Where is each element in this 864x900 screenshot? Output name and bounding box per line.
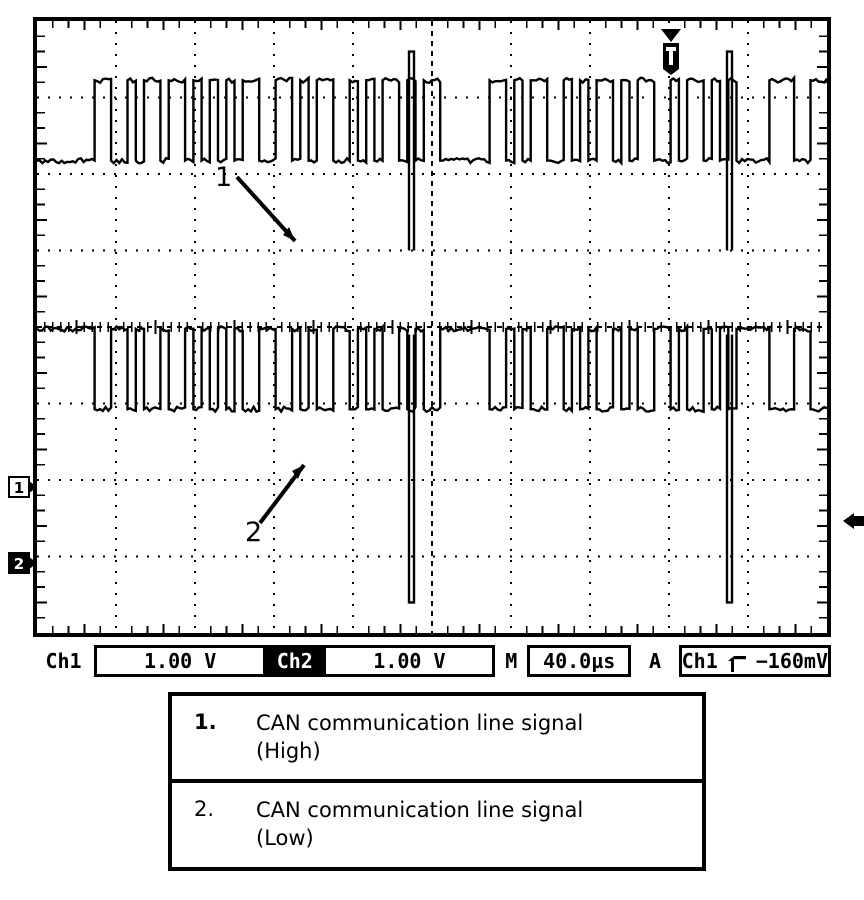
callout-label-2: 2 (245, 517, 263, 548)
status-trigger-level: −160mV (755, 649, 828, 673)
legend-text-1: CAN communication line signal (High) (256, 710, 583, 765)
waveform-traces (37, 50, 827, 604)
status-trigger-source: Ch1 (681, 649, 718, 673)
status-ch1-label[interactable]: Ch1 (45, 649, 82, 673)
status-trigger-group[interactable]: Ch1 −160mV (678, 645, 831, 677)
legend-number-1: 1. (194, 710, 217, 734)
legend-text-2: CAN communication line signal (Low) (256, 797, 583, 852)
ch1-waveform (37, 50, 827, 251)
legend-text-1-line1: CAN communication line signal (256, 711, 584, 735)
legend-row-1: 1. CAN communication line signal (High) (172, 696, 702, 779)
status-ch2-scale[interactable]: 1.00 V (323, 645, 496, 677)
trigger-level-marker[interactable] (843, 511, 864, 531)
figure-legend: 1. CAN communication line signal (High) … (168, 692, 706, 871)
callout-label-1: 1 (215, 162, 233, 193)
oscilloscope-screen: 1 2 (33, 17, 864, 637)
rising-edge-icon (727, 653, 746, 672)
ch1-ground-marker[interactable]: 1 (8, 476, 37, 498)
ch2-waveform (37, 322, 827, 604)
status-ch2-label[interactable]: Ch2 (266, 645, 324, 677)
trigger-position-marker[interactable] (657, 29, 685, 75)
legend-text-2-line1: CAN communication line signal (256, 798, 584, 823)
status-timebase-mode: M (505, 649, 518, 673)
callout-1-leader-line (235, 175, 297, 243)
legend-text-2-line2: (Low) (256, 826, 314, 851)
scope-status-bar: Ch1 1.00 V Ch2 1.00 V M 40.0µs A Ch1 −16… (33, 645, 831, 677)
legend-row-2: 2. CAN communication line signal (Low) (172, 779, 702, 866)
legend-number-2: 2. (194, 797, 215, 822)
legend-text-1-line2: (High) (256, 738, 321, 763)
graticule-grid (37, 21, 827, 633)
status-timebase-value[interactable]: 40.0µs (527, 645, 632, 677)
ch2-ground-marker[interactable]: 2 (8, 552, 37, 574)
status-trigger-mode: A (648, 649, 661, 673)
status-ch1-scale[interactable]: 1.00 V (94, 645, 267, 677)
callout-2-leader-line (258, 463, 306, 525)
